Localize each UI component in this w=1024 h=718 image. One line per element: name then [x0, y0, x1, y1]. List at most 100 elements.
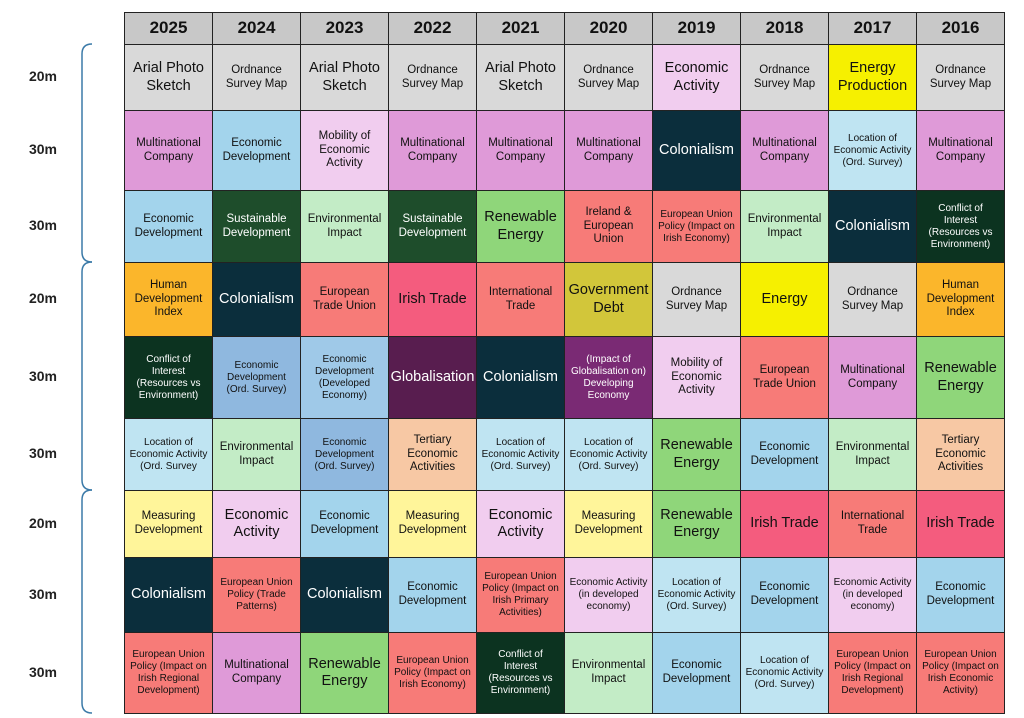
topic-cell: Ordnance Survey Map	[828, 262, 917, 337]
topic-cell: European Union Policy (Impact on Irish P…	[476, 557, 565, 633]
topic-cell: European Union Policy (Impact on Irish R…	[828, 632, 917, 714]
year-header: 2019	[652, 12, 741, 45]
row-label: 30m	[28, 368, 58, 384]
topic-cell: Location of Economic Activity (Ord. Surv…	[564, 418, 653, 491]
topic-cell: Ordnance Survey Map	[740, 44, 829, 111]
topic-cell: Multinational Company	[564, 110, 653, 191]
topic-cell: Irish Trade	[740, 490, 829, 558]
topic-cell: (Impact of Globalisation on) Developing …	[564, 336, 653, 419]
year-header: 2018	[740, 12, 829, 45]
topic-cell: European Union Policy (Impact on Irish E…	[916, 632, 1005, 714]
topic-cell: Location of Economic Activity (Ord. Surv…	[124, 418, 213, 491]
topic-cell: Ireland & European Union	[564, 190, 653, 263]
row-label: 30m	[28, 217, 58, 233]
row-label: 20m	[28, 290, 58, 306]
row-label: 20m	[28, 514, 58, 531]
topic-cell: Ordnance Survey Map	[916, 44, 1005, 111]
topic-cell: Ordnance Survey Map	[388, 44, 477, 111]
topic-cell: Sustainable Development	[212, 190, 301, 263]
topic-cell: Colonialism	[124, 557, 213, 633]
topic-cell: Location of Economic Activity (Ord. Surv…	[828, 110, 917, 191]
topic-cell: Human Development Index	[124, 262, 213, 337]
topic-cell: Colonialism	[476, 336, 565, 419]
topic-cell: Sustainable Development	[388, 190, 477, 263]
topic-cell: Economic Development	[740, 557, 829, 633]
bracket	[81, 489, 93, 714]
topic-cell: Colonialism	[212, 262, 301, 337]
topic-cell: Environmental Impact	[740, 190, 829, 263]
topic-cell: European Trade Union	[740, 336, 829, 419]
topic-cell: Environmental Impact	[564, 632, 653, 714]
topic-cell: Multinational Company	[916, 110, 1005, 191]
row-label: 30m	[28, 445, 58, 461]
topic-cell: Renewable Energy	[916, 336, 1005, 419]
topic-cell: Economic Activity	[476, 490, 565, 558]
topic-cell: Multinational Company	[828, 336, 917, 419]
topic-cell: Mobility of Economic Activity	[300, 110, 389, 191]
topic-cell: Ordnance Survey Map	[652, 262, 741, 337]
topic-cell: Economic Development (Ord. Survey)	[212, 336, 301, 419]
topic-cell: Renewable Energy	[652, 418, 741, 491]
topic-cell: Multinational Company	[476, 110, 565, 191]
year-header: 2022	[388, 12, 477, 45]
topic-cell: Arial Photo Sketch	[300, 44, 389, 111]
topic-cell: Measuring Development	[124, 490, 213, 558]
topic-cell: Energy	[740, 262, 829, 337]
topic-cell: Economic Activity	[652, 44, 741, 111]
topic-cell: Multinational Company	[124, 110, 213, 191]
topic-cell: Renewable Energy	[476, 190, 565, 263]
topic-cell: Economic Development	[388, 557, 477, 633]
topic-cell: Multinational Company	[740, 110, 829, 191]
row-label: 20m	[28, 68, 58, 84]
topic-cell: Government Debt	[564, 262, 653, 337]
year-header: 2024	[212, 12, 301, 45]
topic-cell: Ordnance Survey Map	[564, 44, 653, 111]
year-header: 2025	[124, 12, 213, 45]
topic-cell: Economic Development (Developed Economy)	[300, 336, 389, 419]
topic-cell: Arial Photo Sketch	[124, 44, 213, 111]
topic-cell: Economic Development	[300, 490, 389, 558]
topic-cell: Multinational Company	[388, 110, 477, 191]
row-label: 30m	[28, 663, 58, 680]
topic-cell: Irish Trade	[916, 490, 1005, 558]
topic-cell: Location of Economic Activity (Ord. Surv…	[740, 632, 829, 714]
year-header: 2016	[916, 12, 1005, 45]
topic-cell: Multinational Company	[212, 632, 301, 714]
topic-cell: Location of Economic Activity (Ord. Surv…	[652, 557, 741, 633]
topic-cell: Conflict of Interest (Resources vs Envir…	[476, 632, 565, 714]
topic-cell: Location of Economic Activity (Ord. Surv…	[476, 418, 565, 491]
topic-cell: Globalisation	[388, 336, 477, 419]
topic-cell: Economic Activity	[212, 490, 301, 558]
topic-cell: Colonialism	[300, 557, 389, 633]
topic-cell: European Union Policy (Impact on Irish R…	[124, 632, 213, 714]
year-header: 2017	[828, 12, 917, 45]
topic-cell: Energy Production	[828, 44, 917, 111]
topic-cell: Arial Photo Sketch	[476, 44, 565, 111]
topic-cell: Renewable Energy	[300, 632, 389, 714]
topic-cell: European Union Policy (Impact on Irish E…	[388, 632, 477, 714]
topic-cell: Environmental Impact	[212, 418, 301, 491]
topic-cell: Conflict of Interest (Resources vs Envir…	[916, 190, 1005, 263]
row-label: 30m	[28, 141, 58, 157]
year-header: 2023	[300, 12, 389, 45]
topic-cell: International Trade	[476, 262, 565, 337]
topic-cell: Human Development Index	[916, 262, 1005, 337]
topic-cell: Tertiary Economic Activities	[388, 418, 477, 491]
year-header: 2021	[476, 12, 565, 45]
row-label: 30m	[28, 585, 58, 602]
topic-cell: Economic Development	[652, 632, 741, 714]
topic-cell: Economic Activity (in developed economy)	[564, 557, 653, 633]
topic-cell: Irish Trade	[388, 262, 477, 337]
topic-cell: Economic Activity (in developed economy)	[828, 557, 917, 633]
topic-cell: Tertiary Economic Activities	[916, 418, 1005, 491]
topic-cell: Measuring Development	[564, 490, 653, 558]
year-header: 2020	[564, 12, 653, 45]
topic-cell: Ordnance Survey Map	[212, 44, 301, 111]
topic-cell: Environmental Impact	[300, 190, 389, 263]
topic-cell: Economic Development	[212, 110, 301, 191]
topic-cell: Mobility of Economic Activity	[652, 336, 741, 419]
bracket	[81, 261, 93, 491]
topic-cell: Colonialism	[652, 110, 741, 191]
topic-cell: Economic Development	[916, 557, 1005, 633]
